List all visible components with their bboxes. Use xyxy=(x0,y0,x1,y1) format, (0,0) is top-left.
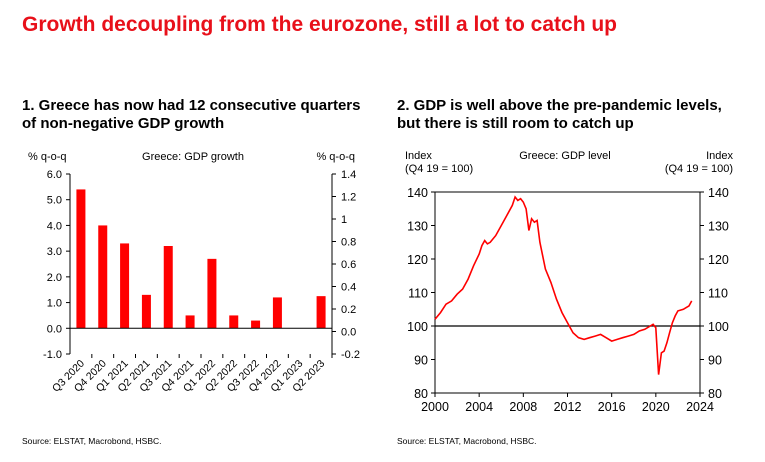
chart2-left-tick-label: 80 xyxy=(414,387,428,401)
chart1-left-tick-label: 6.0 xyxy=(47,169,62,181)
chart2-left-tick-label: 130 xyxy=(407,220,428,234)
chart1-right-tick-label: 1.4 xyxy=(341,169,356,181)
gdp-level-series-line xyxy=(434,195,693,375)
chart2-right-tick-label: 130 xyxy=(708,220,729,234)
bar-q2-2022 xyxy=(229,315,239,329)
chart2-x-tick-label: 2000 xyxy=(421,400,449,414)
chart2-x-tick-label: 2004 xyxy=(465,400,493,414)
bar-q4-2022 xyxy=(272,297,282,329)
bar-q4-2021 xyxy=(185,315,195,329)
chart2-right-tick-label: 140 xyxy=(708,186,729,200)
chart2-left-tick-label: 120 xyxy=(407,253,428,267)
chart2-left-axis-label-line1: Index xyxy=(405,150,432,162)
chart1-right-tick-label: 1.2 xyxy=(341,192,356,204)
chart2-right-tick-label: 110 xyxy=(708,287,728,301)
chart2-left-tick-label: 110 xyxy=(408,287,428,301)
chart2-x-tick-label: 2016 xyxy=(598,400,626,414)
chart1-title: Greece: GDP growth xyxy=(142,151,244,163)
bar-q3-2021 xyxy=(163,246,173,329)
chart1-left-axis-label: % q-o-q xyxy=(28,151,67,163)
chart2-title: Greece: GDP level xyxy=(519,150,611,162)
chart2-right-axis-label-line1: Index xyxy=(706,150,733,162)
chart2-left-tick-label: 90 xyxy=(414,354,428,368)
chart1-heading: 1. Greece has now had 12 consecutive qua… xyxy=(22,97,361,132)
gdp-growth-chart: % q-o-q Greece: GDP growth % q-o-q 6.0 5.… xyxy=(28,151,360,395)
chart1-right-tick-label: 0.0 xyxy=(341,327,356,339)
bar-q1-2021 xyxy=(120,243,130,329)
bar-q3-2022 xyxy=(251,320,261,329)
chart2-x-tick-label: 2008 xyxy=(509,400,537,414)
bar-q2-2021 xyxy=(141,294,151,329)
chart2-right-tick-label: 90 xyxy=(708,354,722,368)
bar-q3-2020 xyxy=(76,189,86,329)
chart1-right-tick-label: 0.2 xyxy=(341,304,356,316)
chart1-right-tick-label: 0.6 xyxy=(341,259,356,271)
chart2-right-tick-label: 80 xyxy=(708,387,722,401)
chart2-right-axis-label-line2: (Q4 19 = 100) xyxy=(665,163,733,175)
chart2-left-tick-label: 140 xyxy=(407,186,428,200)
bar-q2-2023 xyxy=(316,296,326,329)
chart2-x-tick-label: 2024 xyxy=(686,400,714,414)
chart1-left-tick-label: 0.0 xyxy=(47,323,62,335)
chart2-source-note: Source: ELSTAT, Macrobond, HSBC. xyxy=(397,436,537,446)
chart1-left-tick-label: 3.0 xyxy=(47,246,62,258)
chart2-right-tick-label: 120 xyxy=(708,253,729,267)
bar-q1-2022 xyxy=(207,258,217,329)
chart1-left-tick-label: 1.0 xyxy=(47,298,62,310)
chart1-right-axis-label: % q-o-q xyxy=(316,151,355,163)
chart1-left-tick-label: 4.0 xyxy=(47,220,62,232)
chart2-right-tick-label: 100 xyxy=(708,320,729,334)
chart1-right-tick-label: -0.2 xyxy=(341,349,360,361)
gdp-level-chart: Index (Q4 19 = 100) Greece: GDP level In… xyxy=(405,150,733,414)
chart1-left-tick-label: 5.0 xyxy=(47,195,62,207)
chart1-right-tick-label: 0.8 xyxy=(341,237,356,249)
chart1-left-tick-label: 2.0 xyxy=(47,272,62,284)
chart2-x-tick-label: 2020 xyxy=(642,400,670,414)
chart2-left-tick-label: 100 xyxy=(407,320,428,334)
chart1-left-tick-label: -1.0 xyxy=(43,349,62,361)
chart1-source-note: Source: ELSTAT, Macrobond, HSBC. xyxy=(22,436,162,446)
bar-q4-2020 xyxy=(98,225,108,329)
chart1-right-tick-label: 1 xyxy=(341,214,347,226)
chart2-heading: 2. GDP is well above the pre-pandemic le… xyxy=(397,97,722,132)
chart1-right-tick-label: 0.4 xyxy=(341,282,356,294)
chart2-left-axis-label-line2: (Q4 19 = 100) xyxy=(405,163,473,175)
chart2-x-tick-label: 2012 xyxy=(554,400,582,414)
page-title: Growth decoupling from the eurozone, sti… xyxy=(22,13,618,36)
